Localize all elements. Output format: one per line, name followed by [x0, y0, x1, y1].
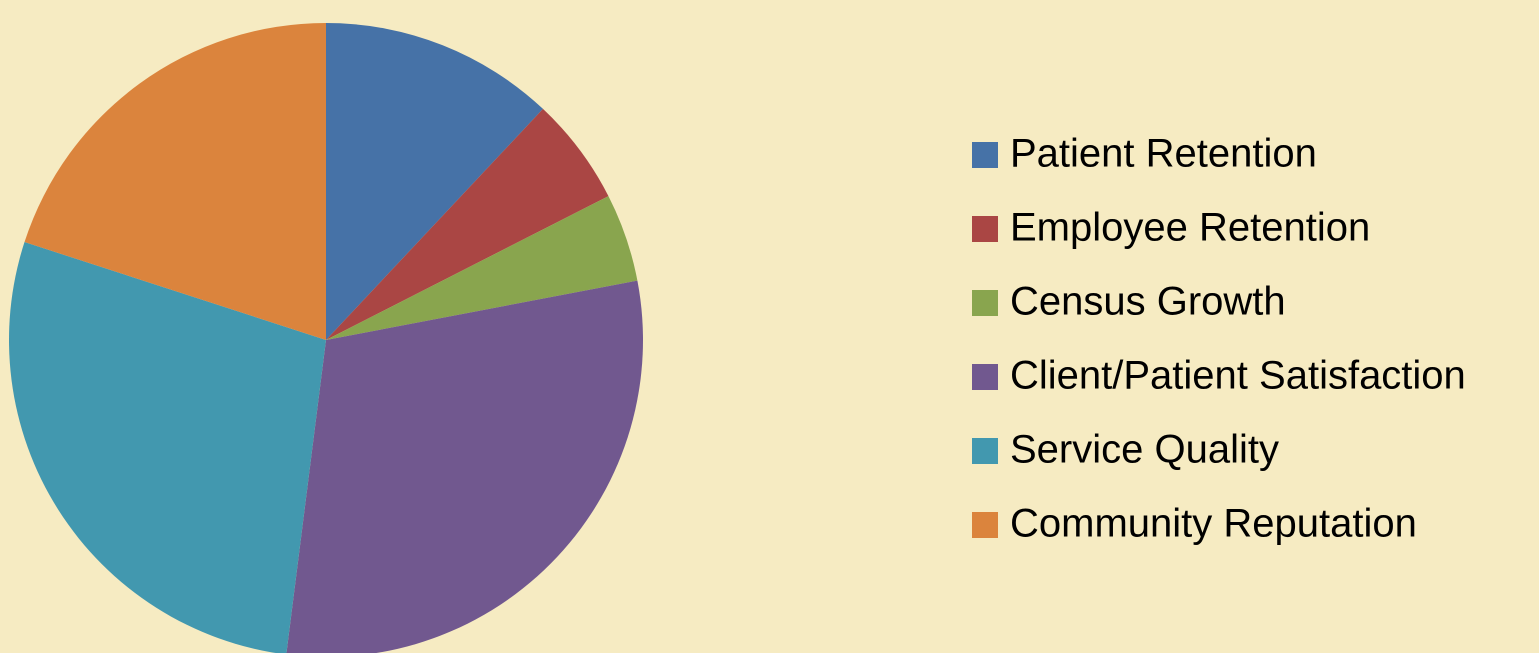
legend-swatch — [972, 142, 998, 168]
pie-slice — [326, 196, 638, 340]
legend-label: Client/Patient Satisfaction — [1010, 354, 1466, 398]
legend-swatch — [972, 290, 998, 316]
legend-label: Employee Retention — [1010, 206, 1370, 250]
pie-slice — [326, 23, 544, 340]
legend-swatch — [972, 512, 998, 538]
pie-slice — [326, 108, 609, 340]
legend-label: Community Reputation — [1010, 502, 1417, 546]
pie-slice — [286, 280, 643, 653]
legend-swatch — [972, 216, 998, 242]
pie-slice — [24, 23, 327, 340]
pie-slice — [9, 242, 326, 653]
legend-label: Service Quality — [1010, 428, 1279, 472]
legend-label: Census Growth — [1010, 280, 1286, 324]
legend-swatch — [972, 364, 998, 390]
legend-label: Patient Retention — [1010, 132, 1317, 176]
legend-swatch — [972, 438, 998, 464]
